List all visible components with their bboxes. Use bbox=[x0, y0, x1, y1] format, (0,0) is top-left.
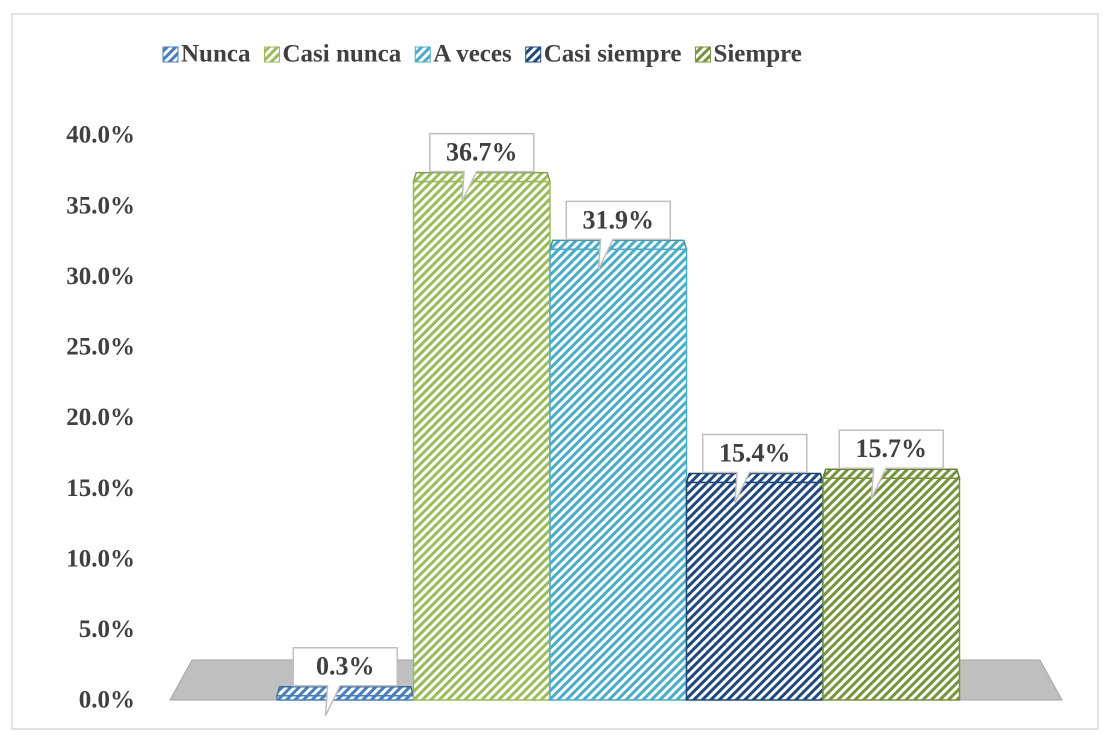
bar bbox=[549, 248, 688, 701]
bar bbox=[685, 481, 824, 701]
bar-top bbox=[821, 468, 961, 479]
legend-label: Casi siempre bbox=[544, 41, 682, 68]
bar bbox=[412, 180, 551, 701]
bar-top bbox=[685, 472, 825, 484]
data-label: 15.4% bbox=[719, 438, 791, 467]
label-callout bbox=[702, 433, 808, 503]
label-callout bbox=[565, 200, 671, 270]
y-tick-label: 25.0% bbox=[66, 334, 135, 361]
bar bbox=[822, 477, 961, 701]
y-tick-label: 5.0% bbox=[79, 616, 135, 643]
label-callout bbox=[292, 647, 398, 717]
y-tick-label: 35.0% bbox=[66, 192, 135, 219]
data-label: 31.9% bbox=[583, 205, 655, 234]
y-tick-label: 15.0% bbox=[66, 475, 135, 502]
label-callout bbox=[429, 132, 535, 202]
data-label: 0.3% bbox=[316, 652, 375, 681]
y-tick-label: 40.0% bbox=[66, 122, 135, 149]
y-tick-label: 20.0% bbox=[66, 404, 135, 431]
y-tick-label: 10.0% bbox=[66, 545, 135, 572]
bar-top bbox=[412, 171, 552, 183]
legend-label: Casi nunca bbox=[282, 41, 401, 68]
label-callout bbox=[838, 429, 944, 499]
legend: Nunca Casi nunca A veces Casi siempre Siempr… bbox=[162, 41, 802, 68]
bar-top bbox=[275, 686, 415, 697]
legend-label: Nunca bbox=[181, 41, 251, 68]
legend-swatch bbox=[414, 46, 431, 63]
y-tick-label: 0.0% bbox=[79, 687, 135, 714]
legend-label: A veces bbox=[433, 41, 512, 68]
legend-swatch bbox=[525, 46, 542, 63]
legend-swatch bbox=[162, 46, 179, 63]
data-label: 36.7% bbox=[446, 138, 518, 167]
legend-swatch bbox=[694, 46, 711, 63]
bar-top bbox=[548, 239, 688, 251]
data-label: 15.7% bbox=[856, 434, 928, 463]
legend-swatch bbox=[263, 46, 280, 63]
bar bbox=[276, 695, 415, 701]
y-tick-label: 30.0% bbox=[66, 263, 135, 290]
legend-label: Siempre bbox=[713, 41, 801, 68]
